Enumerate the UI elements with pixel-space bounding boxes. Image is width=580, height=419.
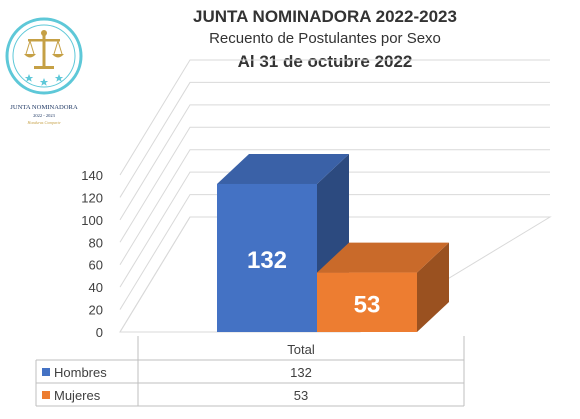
gridline <box>119 104 550 221</box>
y-tick-label: 20 <box>89 303 103 318</box>
gridline <box>119 126 550 243</box>
logo-line3: Honduras Comparte <box>26 120 60 125</box>
bar-hombres-data-label: 132 <box>247 247 287 274</box>
scales-of-justice-icon <box>24 30 64 69</box>
y-tick-label: 140 <box>81 168 103 183</box>
legend-key-hombres <box>42 368 50 376</box>
bar-mujeres-data-label: 53 <box>354 291 381 318</box>
legend-label-hombres: Hombres <box>54 365 107 380</box>
table-value-mujeres: 53 <box>294 388 308 403</box>
bar-mujeres <box>317 272 417 332</box>
bar-hombres-top <box>217 153 349 184</box>
x-category-label: Total <box>287 342 315 357</box>
logo-line2: 2022 - 2023 <box>33 113 55 118</box>
junta-nominadora-logo: JUNTA NOMINADORA 2022 - 2023 Honduras Co… <box>5 17 83 125</box>
logo-line1: JUNTA NOMINADORA <box>10 104 78 111</box>
gridline <box>119 171 550 288</box>
y-tick-label: 0 <box>96 325 103 340</box>
chart-date: Al 31 de octubre 2022 <box>237 52 413 71</box>
bar-mujeres-side <box>417 242 449 332</box>
chart-header: JUNTA NOMINADORA 2022-2023 Recuento de P… <box>110 6 540 74</box>
y-tick-label: 120 <box>81 190 103 205</box>
chart-title: JUNTA NOMINADORA 2022-2023 <box>193 7 457 26</box>
table-value-hombres: 132 <box>290 365 312 380</box>
gridline <box>119 81 550 198</box>
stars-icon <box>24 74 64 86</box>
gridline <box>119 194 550 310</box>
gridline <box>119 149 550 265</box>
chart-subtitle: Recuento de Postulantes por Sexo <box>209 30 441 47</box>
y-tick-label: 60 <box>89 258 103 273</box>
legend-key-mujeres <box>42 391 50 399</box>
gridline <box>119 59 550 176</box>
y-tick-label: 80 <box>89 235 103 250</box>
bar-hombres <box>217 183 317 332</box>
y-tick-label: 100 <box>81 213 103 228</box>
y-tick-label: 40 <box>89 280 103 295</box>
legend-label-mujeres: Mujeres <box>54 388 101 403</box>
bar-mujeres-top <box>317 242 449 273</box>
